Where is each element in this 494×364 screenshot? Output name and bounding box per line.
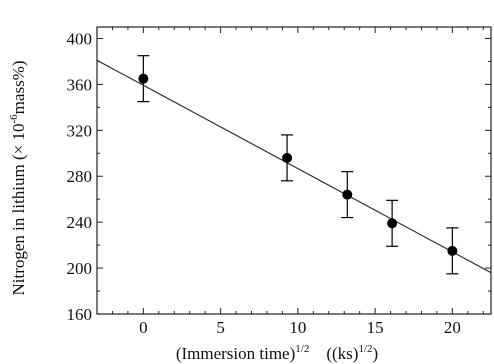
y-axis-title-post: mass%)	[9, 60, 28, 114]
data-point	[281, 134, 294, 182]
plot-frame	[96, 26, 492, 315]
data-point	[137, 55, 150, 103]
x-axis-title: (Immersion time)1/2 ((ks)1/2)	[176, 343, 378, 363]
y-tick-label: 400	[67, 29, 93, 48]
x-axis-title-unit-sup: 1/2	[358, 343, 372, 355]
fit-line-group	[96, 59, 492, 274]
x-tick-label: 20	[444, 318, 461, 337]
y-axis-title-pre: Nitrogen in lithium (× 10	[9, 123, 28, 295]
point-marker	[342, 189, 353, 200]
plot-area	[96, 26, 492, 315]
y-tick-label: 280	[67, 167, 93, 186]
x-tick-label: 5	[216, 318, 225, 337]
x-axis-title-unit: ((ks)	[326, 344, 358, 363]
point-marker	[387, 218, 398, 229]
data-point	[386, 199, 399, 247]
y-tick-label: 240	[67, 213, 93, 232]
x-tick-label: 0	[139, 318, 148, 337]
data-point	[341, 171, 354, 219]
point-marker	[138, 73, 149, 84]
y-tick-label: 200	[67, 259, 93, 278]
x-tick-label: 10	[289, 318, 306, 337]
point-marker	[282, 152, 293, 163]
y-axis-title-sup: -6	[8, 114, 20, 124]
x-axis-title-main: (Immersion time)	[176, 344, 295, 363]
data-points-group	[137, 55, 459, 275]
y-tick-label: 160	[67, 305, 93, 324]
fit-line	[96, 59, 492, 274]
x-axis-ticks: 0 5 10 15 20	[96, 27, 484, 337]
point-marker	[447, 245, 458, 256]
y-tick-label: 360	[67, 75, 93, 94]
y-axis-title: Nitrogen in lithium (× 10-6mass%)	[8, 60, 28, 295]
y-tick-label: 320	[67, 121, 93, 140]
y-axis-ticks: 160 200 240 280 320 360 400	[67, 29, 491, 324]
x-tick-label: 15	[367, 318, 384, 337]
x-axis-title-main-sup: 1/2	[295, 343, 309, 355]
data-point	[446, 227, 459, 275]
x-axis-title-unit-close: )	[373, 344, 379, 363]
